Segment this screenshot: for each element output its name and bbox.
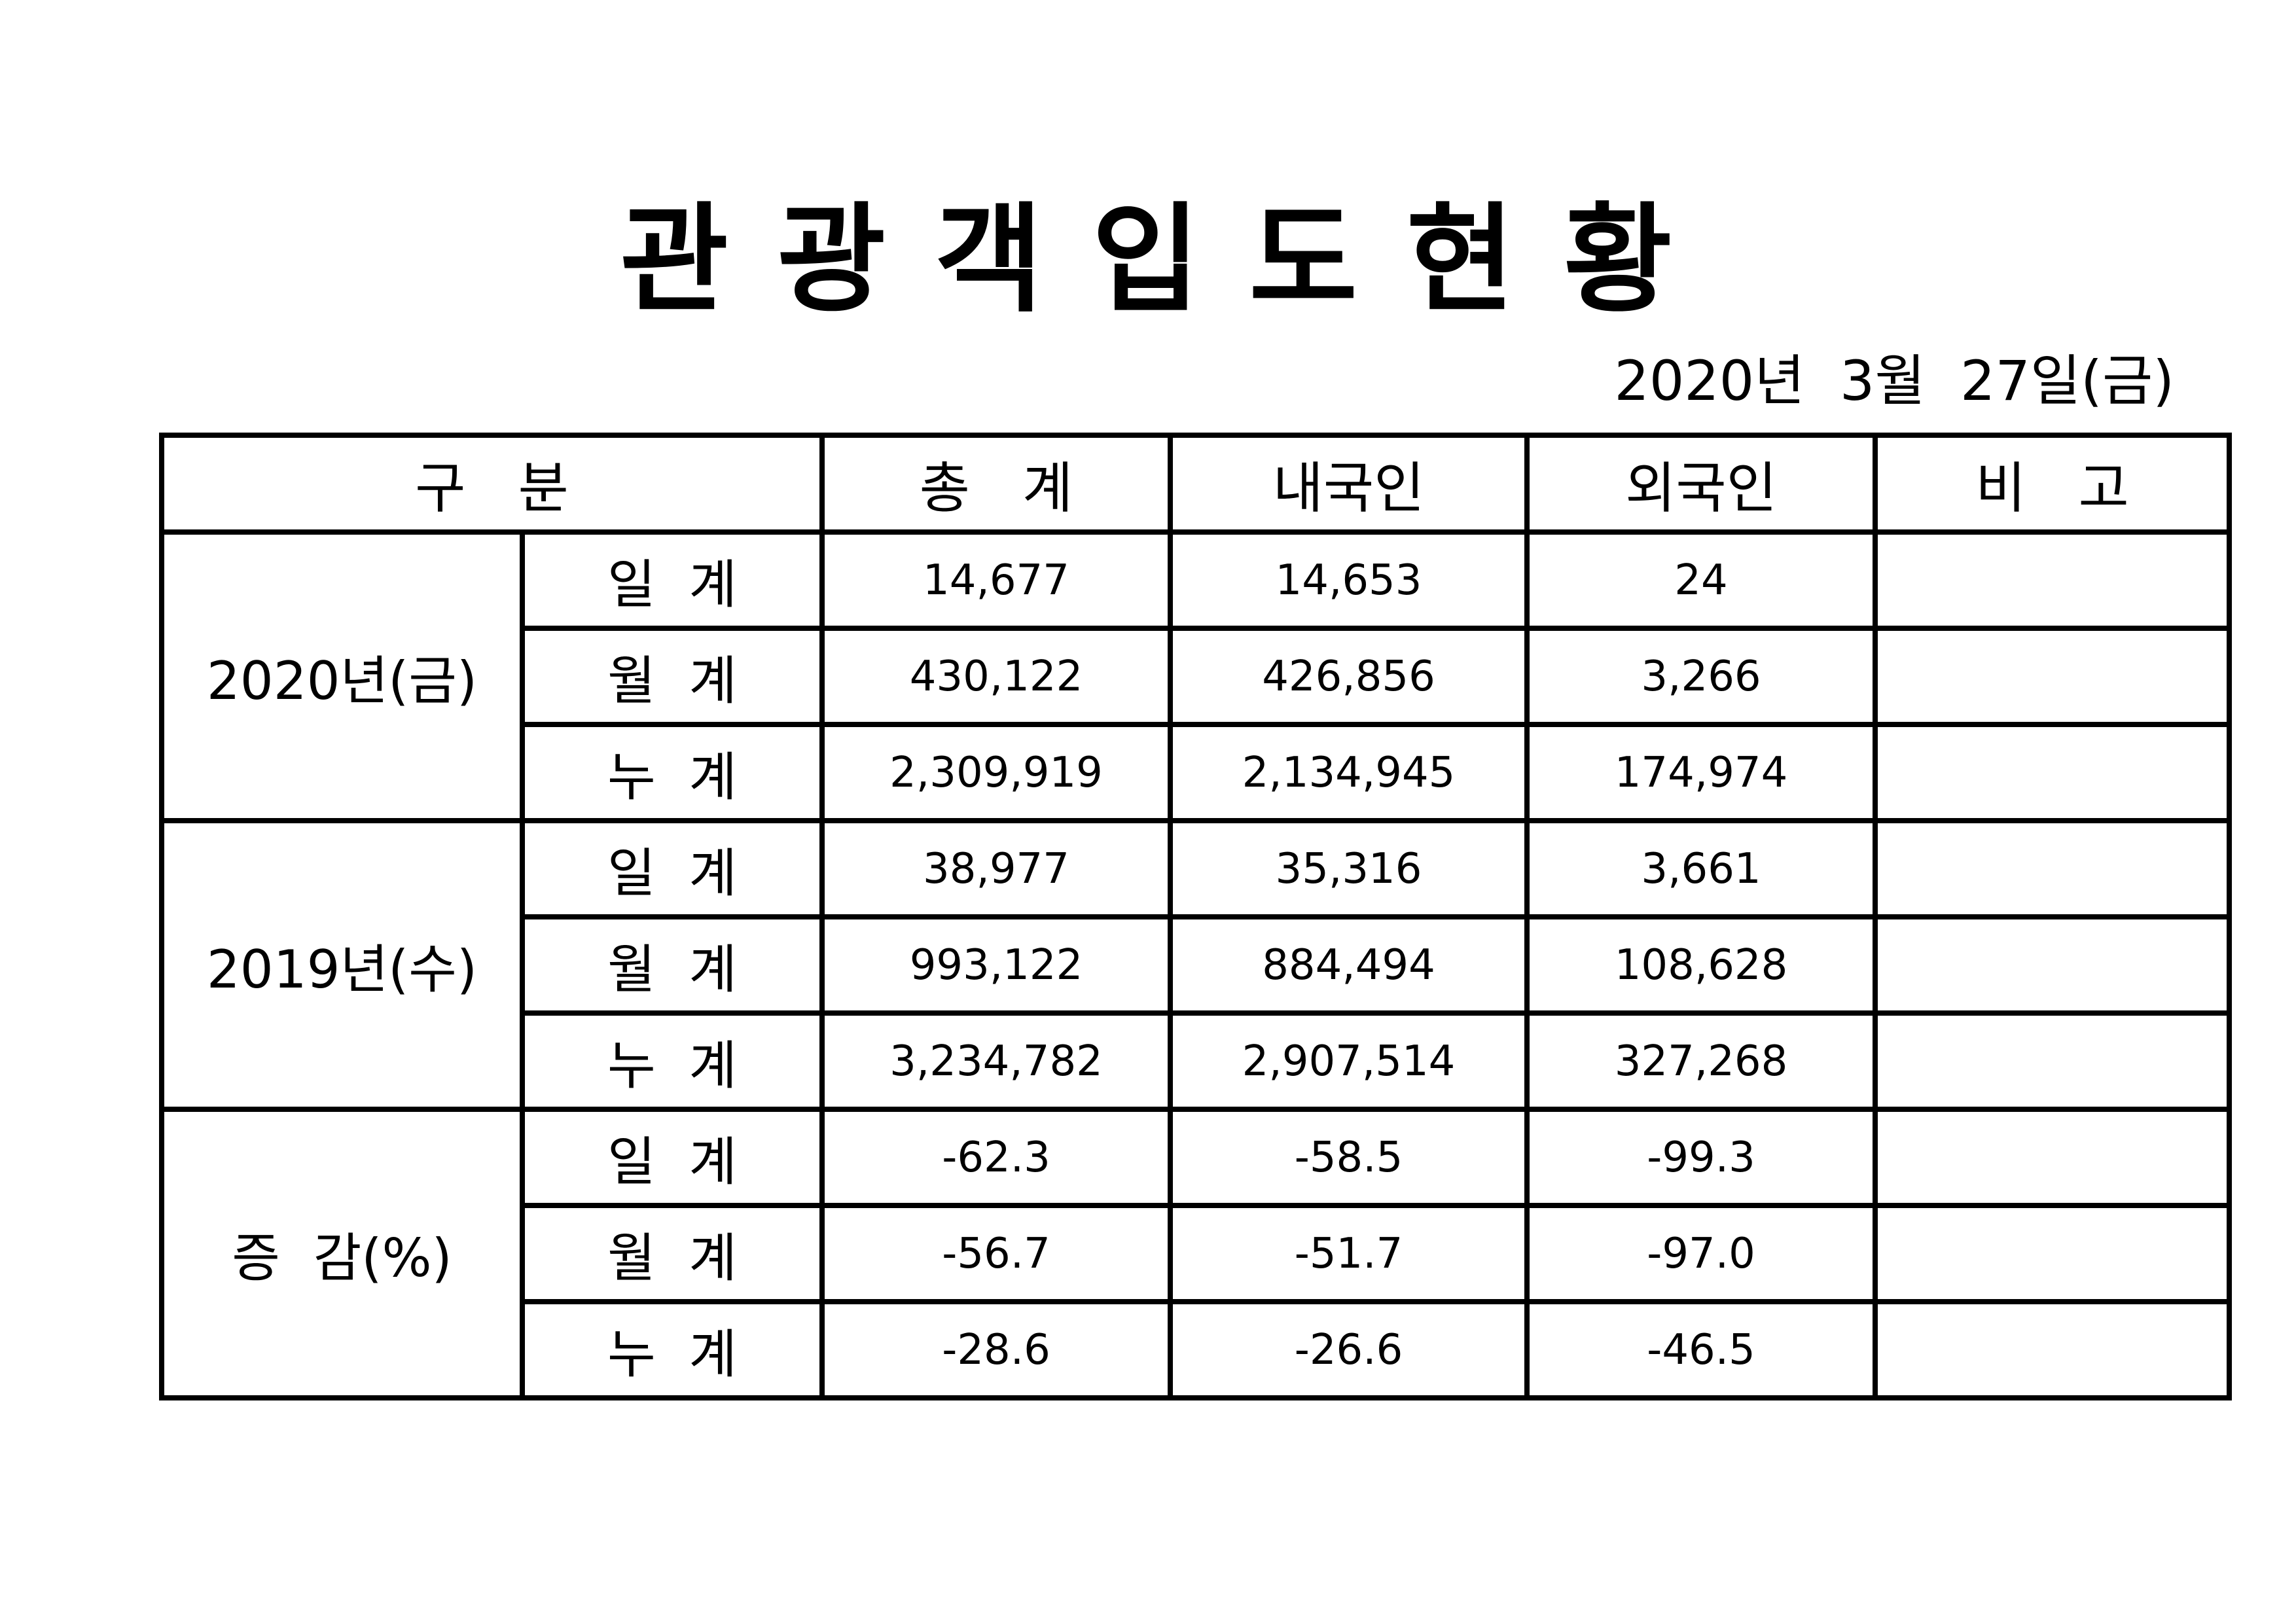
period-label: 누 계	[519, 1010, 825, 1112]
cell-note	[1873, 1203, 2233, 1304]
cell-domestic: 884,494	[1168, 914, 1530, 1016]
period-label: 일 계	[519, 818, 825, 919]
cell-note	[1873, 818, 2233, 919]
cell-foreign: 174,974	[1524, 722, 1878, 823]
group-label-2019: 2019년(수)	[159, 818, 525, 1112]
cell-total: -28.6	[819, 1299, 1174, 1400]
cell-domestic: -26.6	[1168, 1299, 1530, 1400]
cell-foreign: 3,266	[1524, 626, 1878, 727]
table-row: 누 계 3,234,782 2,907,514 327,268	[162, 1010, 2233, 1112]
report-date: 2020년 3월 27일(금)	[1614, 349, 2174, 413]
cell-domestic: 2,134,945	[1168, 722, 1530, 823]
cell-foreign: 327,268	[1524, 1010, 1878, 1112]
table-row: 월 계 -56.7 -51.7 -97.0	[162, 1203, 2233, 1304]
header-category: 구 분	[158, 433, 825, 535]
header-domestic: 내국인	[1168, 433, 1530, 535]
cell-foreign: -97.0	[1524, 1203, 1878, 1304]
cell-total: 38,977	[819, 818, 1174, 919]
cell-note	[1873, 1107, 2233, 1208]
cell-total: 993,122	[819, 914, 1174, 1016]
cell-note	[1873, 626, 2233, 727]
header-row: 구 분 총 계 내국인 외국인 비 고	[158, 433, 2233, 535]
table-row: 월 계 993,122 884,494 108,628	[162, 914, 2233, 1016]
page-title: 관 광 객 입 도 현 황	[620, 192, 1676, 329]
cell-domestic: 14,653	[1168, 529, 1530, 631]
tourist-arrivals-table: 구 분 총 계 내국인 외국인 비 고 2020년(금) 일 계 14,677 …	[158, 433, 2233, 1400]
cell-total: -56.7	[819, 1203, 1174, 1304]
header-note: 비 고	[1873, 433, 2233, 535]
table-row: 증 감(%) 일 계 -62.3 -58.5 -99.3	[159, 1107, 2233, 1400]
period-label: 월 계	[519, 626, 825, 727]
cell-domestic: 2,907,514	[1168, 1010, 1530, 1112]
cell-foreign: -99.3	[1524, 1107, 1878, 1208]
period-label: 일 계	[519, 529, 825, 631]
table-row: 2019년(수) 일 계 38,977 35,316 3,661	[159, 818, 2233, 1112]
cell-total: 2,309,919	[819, 722, 1174, 823]
period-label: 월 계	[519, 1203, 825, 1304]
cell-note	[1873, 1010, 2233, 1112]
cell-note	[1873, 722, 2233, 823]
group-label-2020: 2020년(금)	[159, 529, 525, 823]
cell-domestic: 35,316	[1168, 818, 1530, 919]
header-foreign: 외국인	[1524, 433, 1878, 535]
cell-foreign: 24	[1524, 529, 1878, 631]
cell-foreign: 3,661	[1524, 818, 1878, 919]
group-label-change: 증 감(%)	[159, 1107, 525, 1400]
cell-domestic: -51.7	[1168, 1203, 1530, 1304]
period-label: 누 계	[519, 1299, 825, 1400]
cell-total: 430,122	[819, 626, 1174, 727]
cell-note	[1873, 529, 2233, 631]
period-label: 누 계	[519, 722, 825, 823]
cell-total: 14,677	[819, 529, 1174, 631]
period-label: 일 계	[519, 1107, 825, 1208]
cell-domestic: 426,856	[1168, 626, 1530, 727]
header-total: 총 계	[819, 433, 1174, 535]
cell-foreign: 108,628	[1524, 914, 1878, 1016]
cell-domestic: -58.5	[1168, 1107, 1530, 1208]
table-row: 2020년(금) 일 계 14,677 14,653 24	[159, 529, 2233, 823]
cell-total: 3,234,782	[819, 1010, 1174, 1112]
table-row: 누 계 2,309,919 2,134,945 174,974	[162, 722, 2233, 823]
cell-note	[1873, 914, 2233, 1016]
cell-note	[1873, 1299, 2233, 1400]
table-row: 누 계 -28.6 -26.6 -46.5	[162, 1299, 2233, 1400]
cell-foreign: -46.5	[1524, 1299, 1878, 1400]
period-label: 월 계	[519, 914, 825, 1016]
cell-total: -62.3	[819, 1107, 1174, 1208]
table-row: 월 계 430,122 426,856 3,266	[162, 626, 2233, 727]
